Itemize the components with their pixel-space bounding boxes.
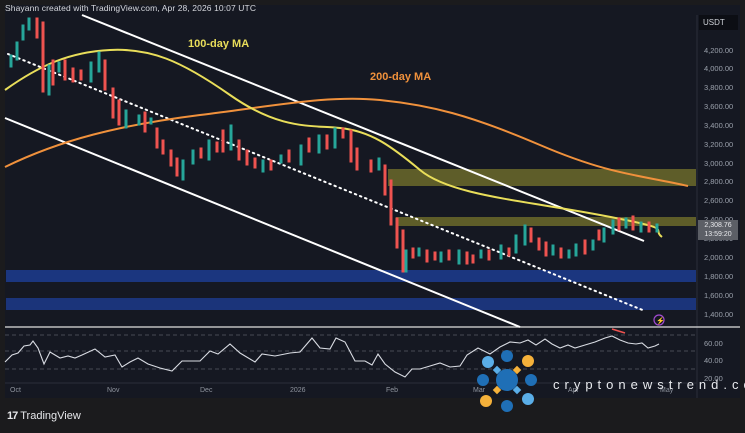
time-label: Nov	[107, 387, 120, 394]
ma100-label: 100-day MA	[188, 38, 250, 50]
chart-canvas[interactable]	[5, 5, 740, 398]
rsi-line	[4, 335, 660, 378]
watermark-text: cryptonewstrend.com	[553, 377, 745, 392]
last-price-value: 2,308.76	[704, 222, 732, 229]
price-label: 2,400.00	[704, 215, 733, 224]
price-label: 2,000.00	[704, 253, 734, 262]
time-label: Mar	[473, 387, 486, 394]
last-price-badge: 2,308.76 13:59:20	[698, 220, 738, 240]
time-label: Oct	[10, 387, 21, 394]
resistance-zone-lower	[396, 217, 696, 226]
price-label: 2,800.00	[704, 177, 734, 186]
channel-midline	[7, 53, 646, 312]
price-label: 4,000.00	[704, 64, 734, 73]
svg-text:⚡: ⚡	[656, 316, 665, 325]
price-label: 3,800.00	[704, 83, 734, 92]
ma200-line	[4, 97, 689, 187]
price-label: 3,600.00	[704, 102, 734, 111]
price-label: 3,400.00	[704, 121, 734, 130]
ma200-label: 200-day MA	[370, 71, 432, 83]
bar-countdown: 13:59:20	[704, 231, 732, 238]
rsi-label: 60.00	[704, 339, 723, 348]
time-label: 2026	[290, 387, 306, 394]
time-label: May	[660, 387, 674, 394]
price-label: 1,800.00	[704, 272, 734, 281]
cryptonewstrend-logo-icon	[477, 350, 537, 412]
support-zone-lower	[6, 298, 696, 310]
channel-lower-line	[4, 117, 521, 328]
currency-label[interactable]: USDT	[699, 15, 738, 30]
price-label: 4,200.00	[704, 46, 734, 55]
price-label: 3,200.00	[704, 140, 734, 149]
price-label: 1,400.00	[704, 310, 734, 319]
candles	[9, 17, 659, 273]
chart-attribution: Shayann created with TradingView.com, Ap…	[5, 3, 257, 13]
price-label: 3,000.00	[704, 159, 734, 168]
time-label: Dec	[200, 387, 213, 394]
ma100-line	[4, 48, 663, 238]
tradingview-brand: TradingView	[20, 410, 81, 422]
tradingview-logo-icon: 17	[7, 410, 18, 422]
support-zone-upper	[6, 270, 696, 282]
rsi-label: 40.00	[704, 356, 723, 365]
price-label: 1,600.00	[704, 291, 734, 300]
rsi-label: 20.00	[704, 374, 723, 383]
lightning-marker-icon[interactable]	[653, 314, 665, 326]
channel-upper-line	[81, 14, 645, 242]
time-label: Feb	[386, 387, 399, 394]
price-label: 2,600.00	[704, 196, 734, 205]
tradingview-logo[interactable]: 17 TradingView	[7, 410, 81, 422]
time-label: Apr	[568, 387, 579, 394]
resistance-zone-upper	[388, 169, 696, 186]
rsi-pane	[4, 328, 697, 378]
